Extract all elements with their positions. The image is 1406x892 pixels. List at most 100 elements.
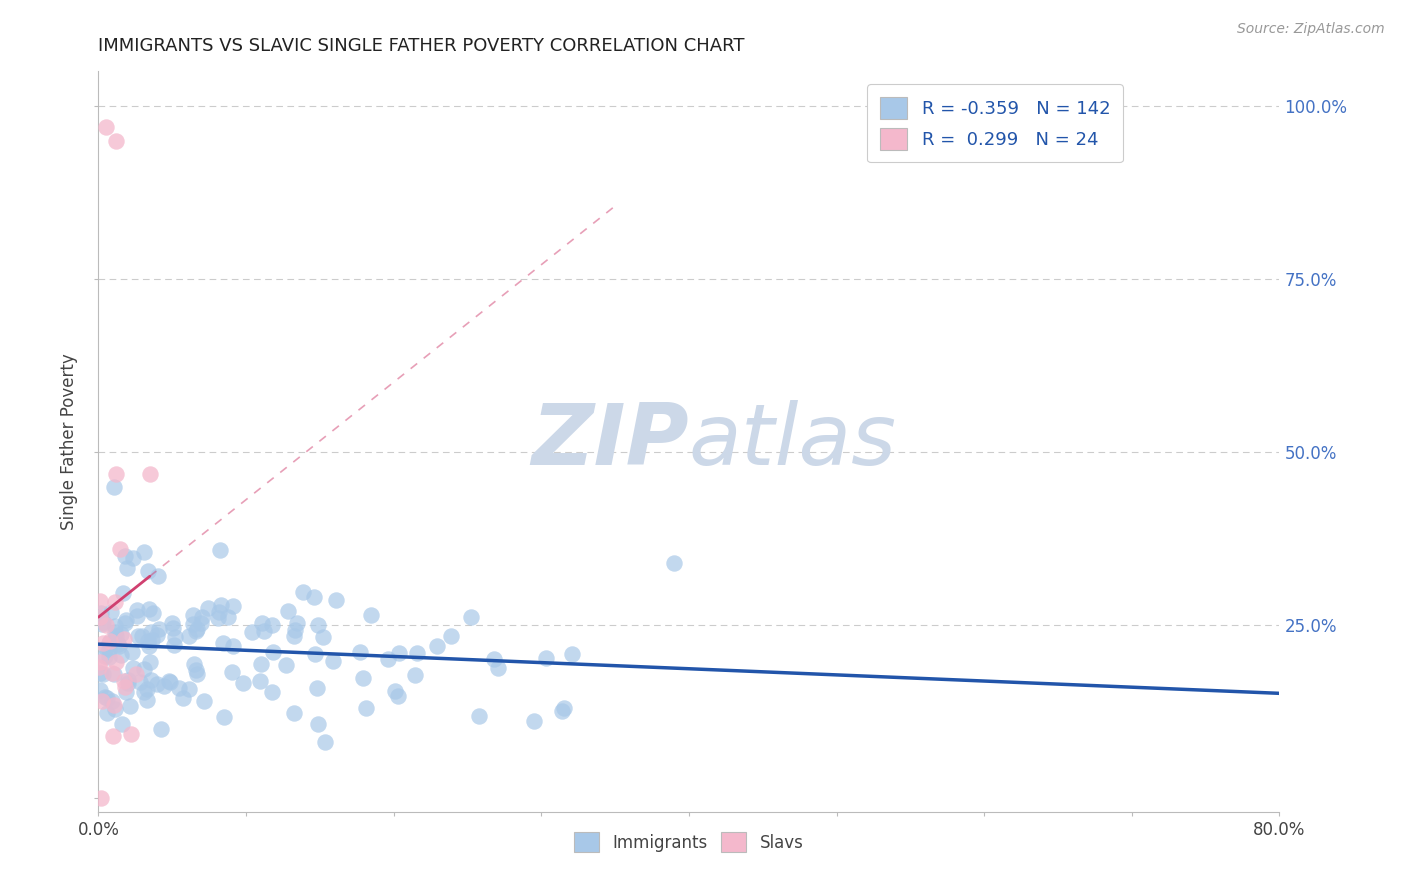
Point	[523, 714, 546, 728]
Point	[114, 680, 136, 694]
Point	[162, 621, 184, 635]
Point	[112, 673, 135, 688]
Point	[139, 673, 162, 687]
Point	[125, 609, 148, 624]
Point	[384, 684, 406, 698]
Point	[141, 632, 163, 647]
Point	[120, 698, 142, 713]
Point	[114, 549, 136, 563]
Point	[302, 590, 325, 604]
Point	[90, 617, 112, 632]
Point	[94, 618, 117, 632]
Point	[181, 616, 204, 631]
Point	[426, 640, 449, 654]
Point	[148, 622, 170, 636]
Point	[112, 585, 135, 599]
Point	[283, 629, 305, 643]
Point	[325, 593, 347, 607]
Point	[131, 630, 153, 644]
Point	[388, 646, 411, 660]
Point	[122, 660, 145, 674]
Point	[232, 676, 254, 690]
Point	[149, 722, 172, 736]
Point	[121, 551, 143, 566]
Point	[307, 717, 329, 731]
Point	[183, 657, 205, 671]
Point	[304, 648, 326, 662]
Point	[104, 595, 127, 609]
Point	[87, 660, 110, 674]
Point	[250, 616, 273, 631]
Point	[177, 682, 200, 697]
Point	[536, 651, 558, 665]
Point	[208, 542, 231, 557]
Point	[253, 624, 276, 639]
Point	[240, 625, 263, 640]
Point	[114, 613, 136, 627]
Point	[277, 604, 299, 618]
Point	[260, 618, 283, 632]
Point	[468, 708, 491, 723]
Point	[135, 682, 157, 697]
Point	[89, 655, 111, 669]
Point	[98, 634, 121, 648]
Point	[179, 629, 201, 643]
Point	[115, 685, 138, 699]
Point	[90, 790, 112, 805]
Point	[117, 673, 139, 687]
Point	[291, 585, 314, 599]
Point	[157, 674, 180, 689]
Point	[148, 568, 170, 582]
Point	[112, 632, 135, 647]
Point	[322, 654, 344, 668]
Point	[186, 623, 208, 637]
Point	[183, 608, 205, 623]
Point	[89, 683, 111, 698]
Point	[98, 636, 121, 650]
Point	[217, 610, 239, 624]
Point	[352, 671, 374, 685]
Point	[314, 734, 336, 748]
Point	[249, 674, 271, 689]
Point	[190, 615, 212, 630]
Point	[114, 615, 136, 630]
Point	[482, 652, 505, 666]
Point	[103, 698, 125, 713]
Point	[307, 617, 329, 632]
Point	[111, 717, 134, 731]
Point	[377, 651, 399, 665]
Point	[274, 658, 297, 673]
Point	[117, 561, 139, 575]
Point	[284, 623, 307, 637]
Point	[551, 704, 574, 718]
Point	[110, 648, 132, 662]
Point	[97, 650, 120, 665]
Point	[107, 637, 129, 651]
Point	[165, 631, 187, 645]
Point	[138, 640, 160, 654]
Point	[139, 655, 162, 669]
Text: IMMIGRANTS VS SLAVIC SINGLE FATHER POVERTY CORRELATION CHART: IMMIGRANTS VS SLAVIC SINGLE FATHER POVER…	[98, 37, 745, 54]
Point	[307, 681, 329, 695]
Point	[440, 629, 463, 643]
Point	[209, 598, 232, 612]
Point	[120, 727, 142, 741]
Point	[90, 694, 112, 708]
Point	[406, 646, 429, 660]
Point	[96, 706, 118, 720]
Point	[354, 701, 377, 715]
Point	[91, 667, 114, 681]
Point	[486, 661, 509, 675]
Point	[89, 666, 111, 681]
Point	[349, 645, 371, 659]
Point	[121, 645, 143, 659]
Point	[312, 631, 335, 645]
Point	[142, 606, 165, 620]
Point	[107, 639, 129, 653]
Point	[553, 701, 575, 715]
Point	[139, 625, 162, 640]
Point	[104, 624, 127, 639]
Point	[197, 600, 219, 615]
Point	[262, 684, 284, 698]
Point	[162, 639, 184, 653]
